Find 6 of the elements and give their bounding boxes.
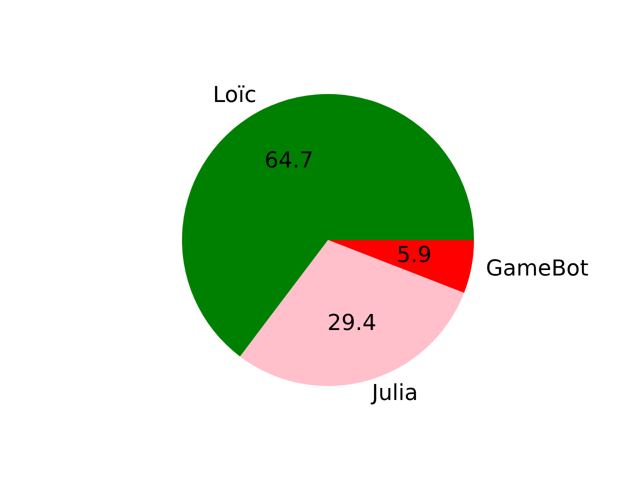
- data-label: 64.7: [264, 148, 314, 174]
- slice-label: GameBot: [486, 256, 589, 282]
- slice-label: Julia: [370, 381, 418, 406]
- data-label: 29.4: [327, 310, 376, 336]
- slice-label: Loïc: [212, 82, 256, 108]
- data-label: 5.9: [396, 242, 432, 268]
